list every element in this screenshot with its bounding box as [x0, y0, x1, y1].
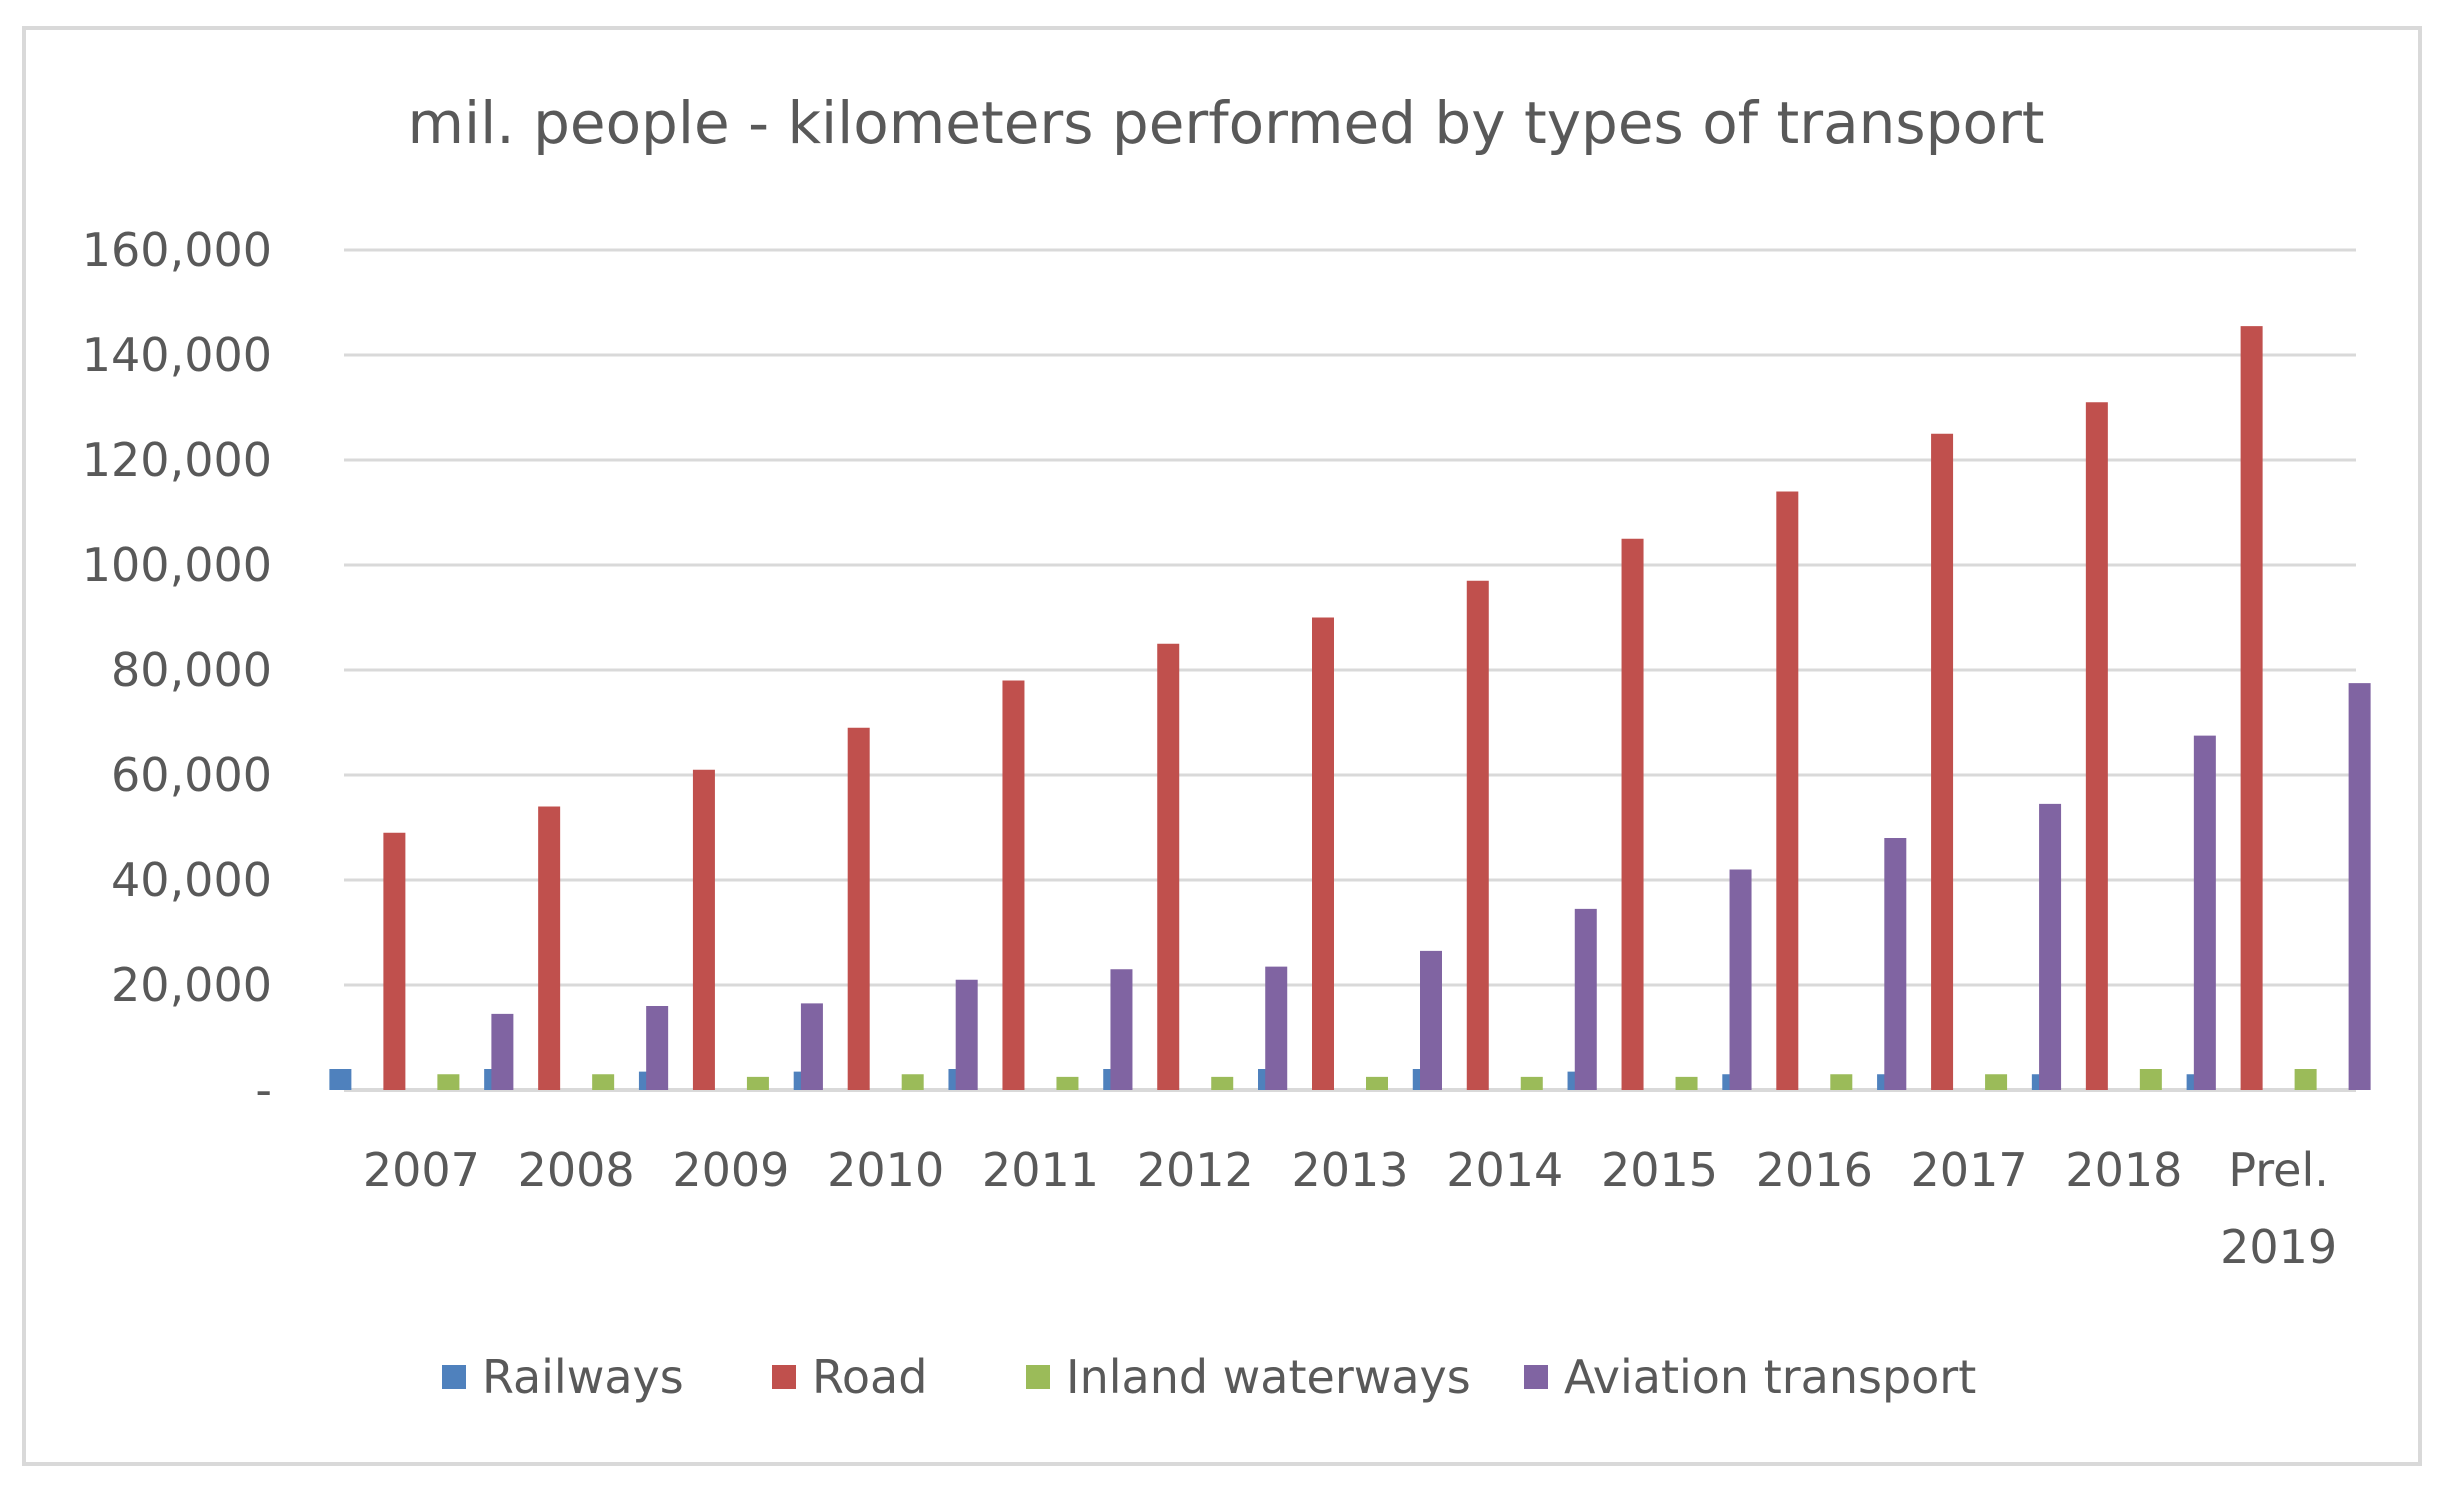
bar-aviation-transport	[1729, 869, 1752, 1090]
bar-inland-waterways	[2139, 1069, 2162, 1090]
bar-road	[692, 769, 715, 1090]
x-tick-label: 2016	[1756, 1143, 1873, 1197]
x-tick-label-line: 2010	[827, 1143, 944, 1197]
x-tick-label: 2017	[1911, 1143, 2028, 1197]
bar-road	[2240, 326, 2263, 1090]
legend-label-railways: Railways	[482, 1350, 684, 1404]
legend-swatch-road	[772, 1365, 796, 1389]
y-tick-label: 140,000	[82, 328, 272, 382]
x-tick-label: 2015	[1601, 1143, 1718, 1197]
bar-road	[1931, 433, 1954, 1090]
bar-inland-waterways	[1985, 1074, 2008, 1090]
bar-inland-waterways	[1056, 1076, 1079, 1090]
chart-frame	[22, 26, 2422, 1466]
x-tick-label-line: 2014	[1446, 1143, 1563, 1197]
bar-aviation-transport	[800, 1003, 823, 1090]
y-tick-label: 160,000	[82, 223, 272, 277]
bar-road	[1312, 617, 1334, 1090]
x-tick-label-line: 2007	[363, 1143, 480, 1197]
y-tick-label: 120,000	[82, 433, 272, 487]
bar-road	[383, 832, 406, 1090]
x-tick-label-line: 2015	[1601, 1143, 1718, 1197]
x-tick-label: 2013	[1291, 1143, 1408, 1197]
x-axis-ticks: 2007 2008 2009 2010 2011 2012 2013 2014 2015 2016…	[363, 1143, 2337, 1274]
bar-aviation-transport	[2193, 735, 2216, 1090]
x-tick-label-line: 2016	[1756, 1143, 1873, 1197]
bar-road	[1157, 643, 1180, 1090]
bar-road	[1621, 538, 1644, 1090]
bar-aviation-transport	[955, 979, 978, 1090]
legend-swatch-aviation-transport	[1524, 1365, 1548, 1389]
bar-inland-waterways	[2294, 1069, 2317, 1090]
chart-title: mil. people - kilometers performed by ty…	[407, 89, 2044, 157]
x-tick-label-line: 2018	[2065, 1143, 2182, 1197]
legend-swatch-railways	[442, 1365, 466, 1389]
x-tick-label: 2014	[1446, 1143, 1563, 1197]
y-tick-label: 20,000	[111, 958, 272, 1012]
bar-inland-waterways	[1520, 1076, 1543, 1090]
legend: Railways Road Inland waterways Aviation tra…	[442, 1350, 1976, 1404]
y-tick-label: 100,000	[82, 538, 272, 592]
y-tick-label: 60,000	[111, 748, 272, 802]
bar-inland-waterways	[437, 1074, 460, 1090]
legend-label-road: Road	[812, 1350, 927, 1404]
x-tick-label-line: 2013	[1291, 1143, 1408, 1197]
bar-inland-waterways	[592, 1074, 615, 1090]
y-tick-label: 40,000	[111, 853, 272, 907]
bar-road	[2085, 402, 2108, 1090]
bar-inland-waterways	[1830, 1074, 1853, 1090]
x-tick-label: 2010	[827, 1143, 944, 1197]
bar-road	[538, 806, 561, 1090]
x-tick-label-line: 2012	[1137, 1143, 1254, 1197]
bar-inland-waterways	[1211, 1076, 1234, 1090]
bar-inland-waterways	[901, 1074, 924, 1090]
bar-road	[1002, 680, 1025, 1090]
legend-label-aviation-transport: Aviation transport	[1564, 1350, 1976, 1404]
x-tick-label-line: 2009	[672, 1143, 789, 1197]
x-tick-label: 2008	[518, 1143, 635, 1197]
x-tick-label: 2009	[672, 1143, 789, 1197]
x-tick-label: 2012	[1137, 1143, 1254, 1197]
x-tick-label: 2007	[363, 1143, 480, 1197]
x-tick-label: 2018	[2065, 1143, 2182, 1197]
bar-inland-waterways	[1675, 1076, 1698, 1090]
gridlines	[344, 248, 2356, 1092]
x-tick-label-line: 2008	[518, 1143, 635, 1197]
bar-aviation-transport	[2039, 803, 2062, 1090]
x-tick-label: Prel. 2019	[2220, 1143, 2337, 1274]
y-axis-ticks: - 20,000 40,000 60,000 80,000 100,000 120,000 1…	[82, 223, 272, 1117]
bar-aviation-transport	[1884, 838, 1907, 1090]
bar-road	[1466, 580, 1489, 1090]
bar-aviation-transport	[1574, 908, 1597, 1090]
bar-inland-waterways	[746, 1076, 769, 1090]
bar-railways	[329, 1069, 352, 1090]
legend-label-inland-waterways: Inland waterways	[1066, 1350, 1471, 1404]
bar-aviation-transport	[1420, 950, 1442, 1090]
bar-aviation-transport	[1265, 966, 1288, 1090]
legend-swatch-inland-waterways	[1026, 1365, 1050, 1389]
y-tick-label: -	[255, 1063, 272, 1117]
y-tick-label: 80,000	[111, 643, 272, 697]
bar-aviation-transport	[2348, 683, 2371, 1090]
x-tick-label: 2011	[982, 1143, 1099, 1197]
bars	[329, 326, 2371, 1090]
bar-aviation-transport	[646, 1006, 669, 1090]
x-tick-label-line: 2017	[1911, 1143, 2028, 1197]
x-tick-label-line: 2019	[2220, 1220, 2337, 1274]
bar-aviation-transport	[1110, 969, 1133, 1090]
bar-road	[1776, 491, 1799, 1090]
x-tick-label-line: Prel.	[2228, 1143, 2329, 1197]
bar-aviation-transport	[491, 1013, 514, 1090]
bar-inland-waterways	[1366, 1076, 1388, 1090]
x-tick-label-line: 2011	[982, 1143, 1099, 1197]
bar-road	[847, 727, 870, 1090]
